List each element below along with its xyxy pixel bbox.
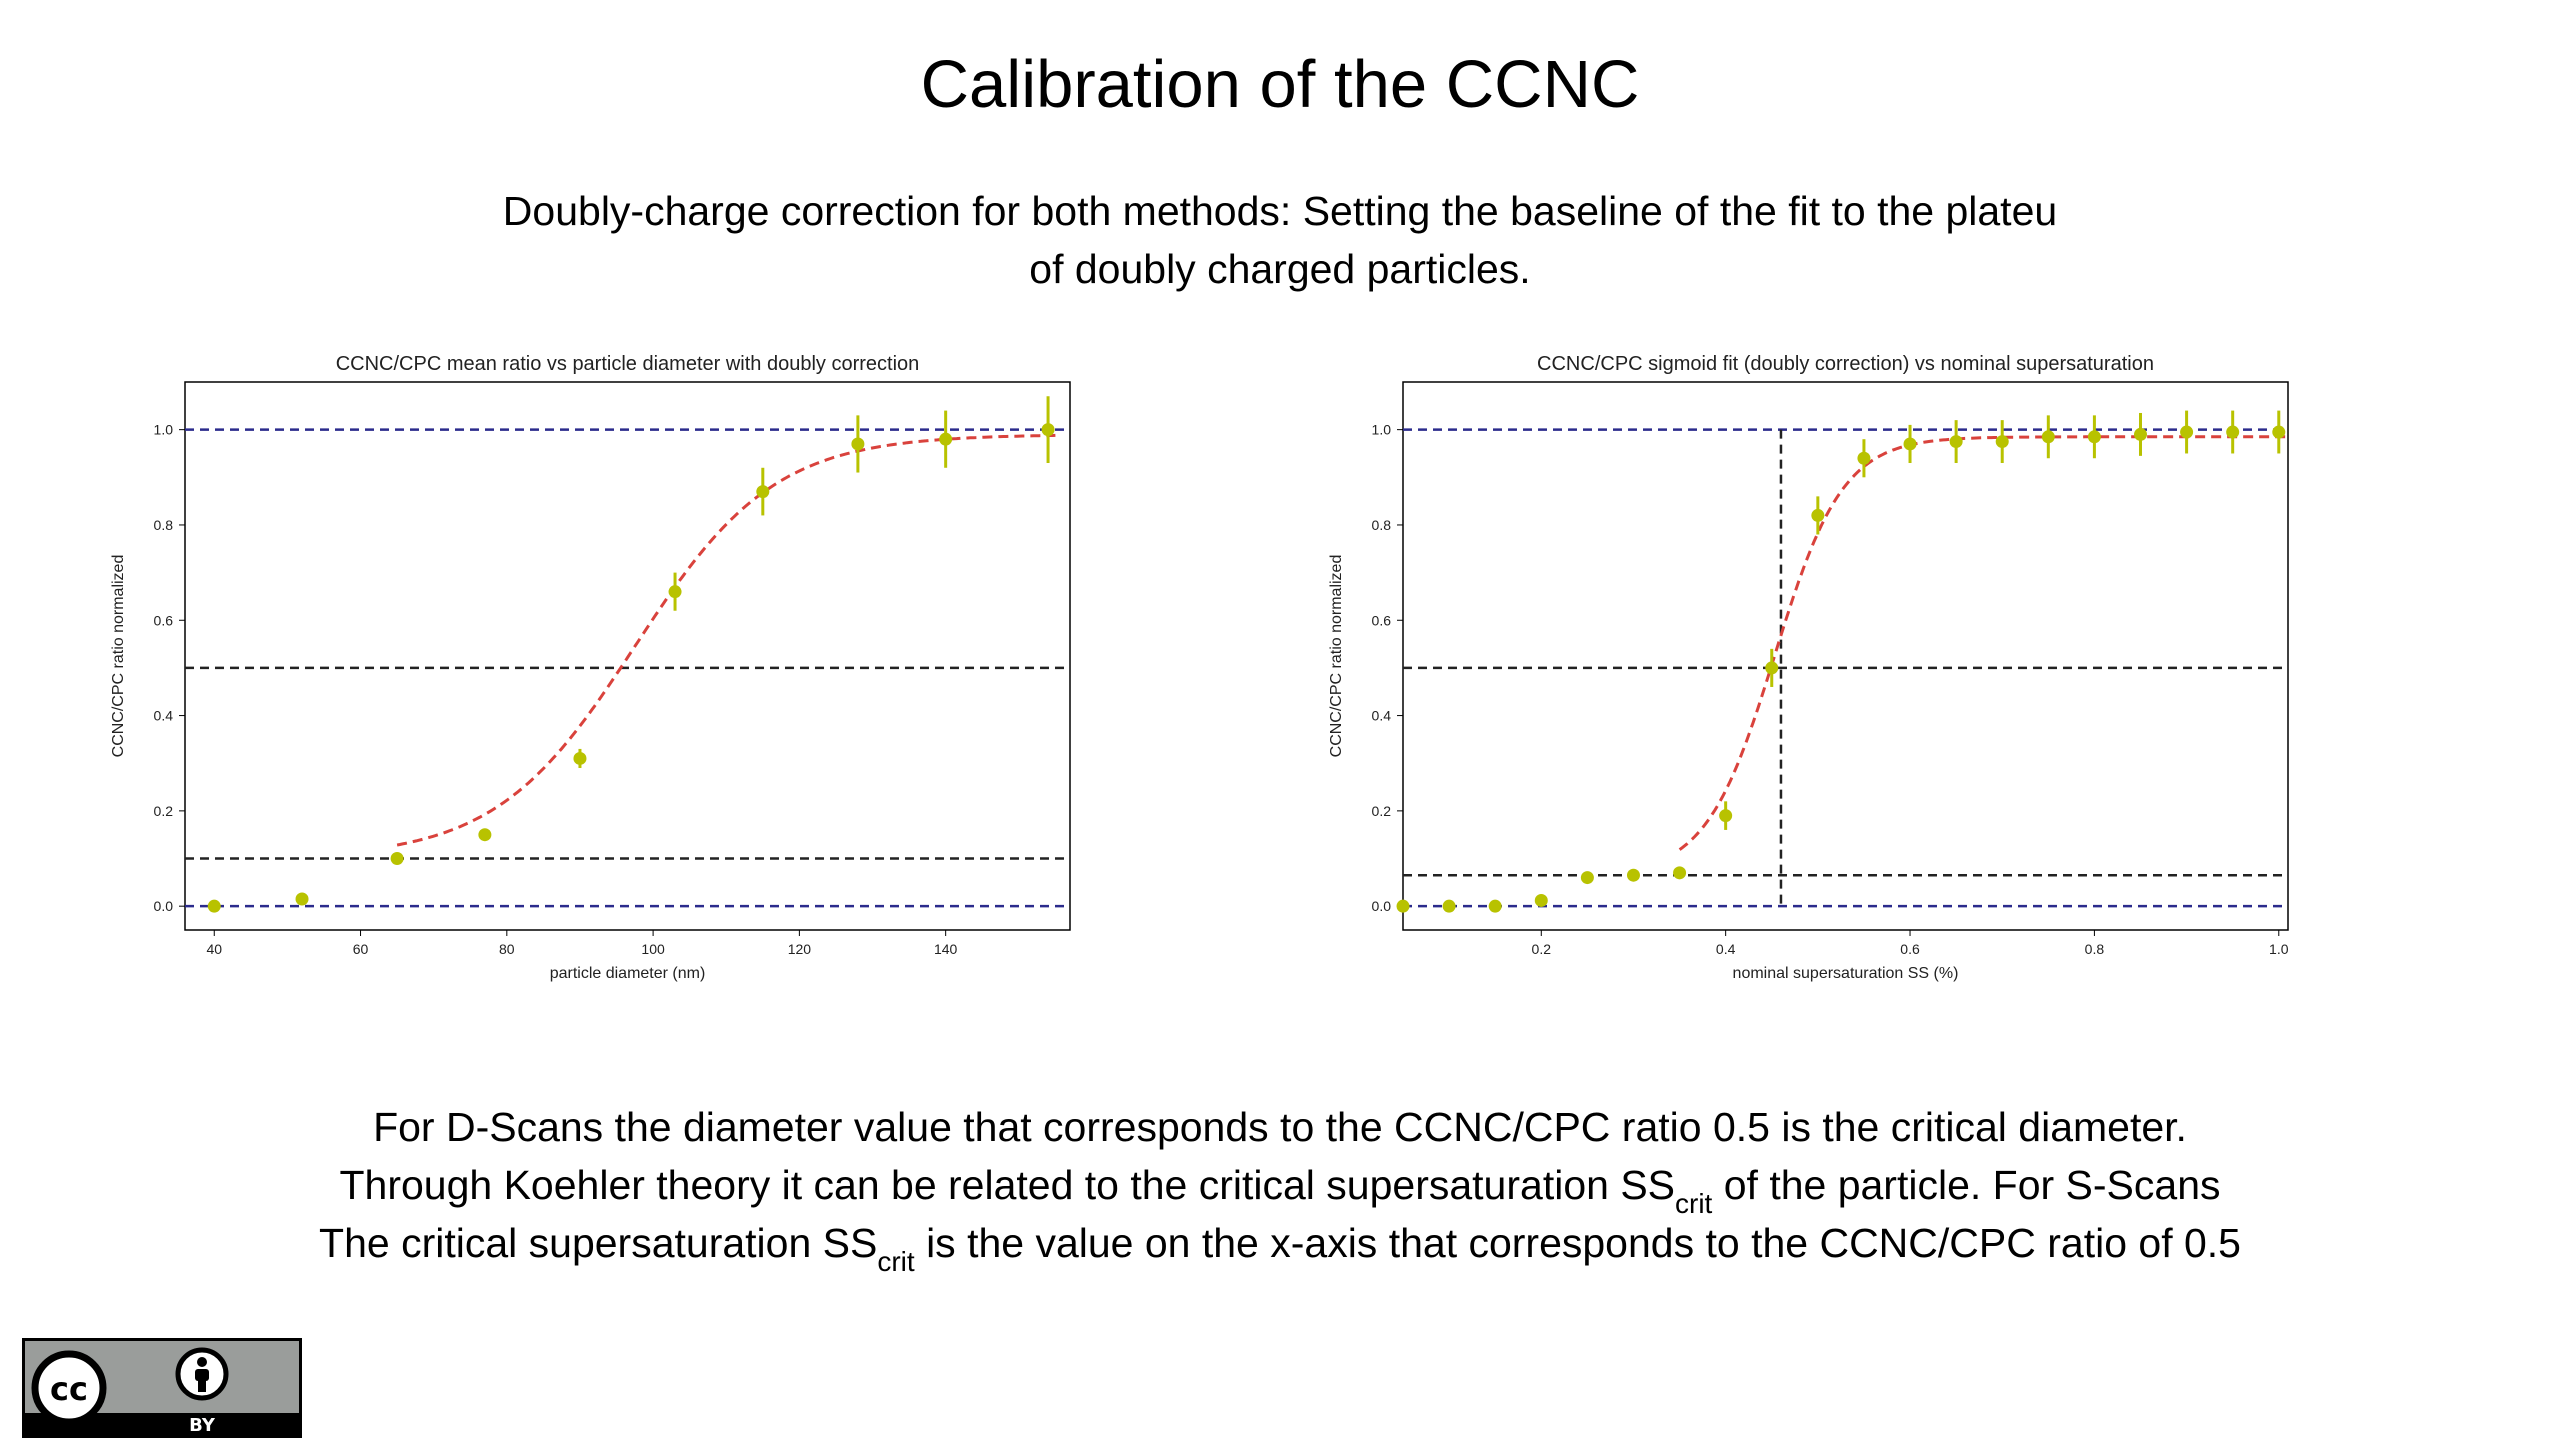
y-tick-label: 1.0 [154,422,174,438]
data-point [2272,425,2286,439]
d-scan-chart: CCNC/CPC mean ratio vs particle diameter… [80,330,1130,1030]
body-line-3-text: The critical supersaturation SS [319,1220,878,1266]
data-point [851,437,865,451]
y-tick-label: 0.8 [154,517,174,533]
data-point [1765,661,1779,675]
data-point [1857,451,1871,465]
y-axis-label: CCNC/CPC ratio normalized [110,555,127,758]
cc-by-license-badge: cc BY [22,1338,302,1438]
attribution-person-icon [175,1347,229,1401]
x-tick-label: 120 [788,941,812,957]
y-tick-label: 0.6 [1372,612,1392,628]
data-point [2226,425,2240,439]
data-point [756,485,770,499]
x-tick-label: 140 [934,941,958,957]
data-point [1041,423,1055,437]
y-axis-label: CCNC/CPC ratio normalized [1328,555,1345,758]
data-point [1626,868,1640,882]
data-point [1534,893,1548,907]
data-point [1949,435,1963,449]
y-tick-label: 1.0 [1372,422,1392,438]
body-line-3-tail: is the value on the x-axis that correspo… [914,1220,2241,1266]
x-axis-label: nominal supersaturation SS (%) [1733,965,1959,982]
body-line-1: For D-Scans the diameter value that corr… [373,1104,2187,1150]
x-tick-label: 40 [206,941,222,957]
y-tick-label: 0.8 [1372,517,1392,533]
data-point [1442,899,1456,913]
data-point [390,852,404,866]
data-point [478,828,492,842]
x-tick-label: 0.8 [2085,941,2105,957]
svg-text:cc: cc [50,1370,88,1408]
body-line-3: The critical supersaturation SScrit is t… [150,1214,2410,1276]
body-line-2-tail: of the particle. For S-Scans [1712,1162,2221,1208]
data-point [1811,508,1825,522]
data-point [2134,427,2147,441]
data-point [295,892,309,906]
body-line-2-text: Through Koehler theory it can be related… [339,1162,1676,1208]
y-tick-label: 0.0 [154,898,174,914]
y-tick-label: 0.2 [154,803,174,819]
by-label: BY [189,1415,216,1435]
data-point [2041,430,2055,444]
subtitle-line-2: of doubly charged particles. [1029,246,1531,292]
data-point [2087,430,2101,444]
body-line-2: Through Koehler theory it can be related… [150,1156,2410,1218]
data-point [1396,899,1410,913]
ss-crit-subscript: crit [1675,1188,1713,1219]
body-text: For D-Scans the diameter value that corr… [150,1098,2410,1276]
x-tick-label: 1.0 [2269,941,2289,957]
x-tick-label: 80 [499,941,515,957]
cc-icon: cc [31,1350,107,1426]
x-tick-label: 0.6 [1900,941,1920,957]
data-point [1673,866,1687,880]
chart-svg: CCNC/CPC sigmoid fit (doubly correction)… [1328,353,2289,982]
slide-title: Calibration of the CCNC [920,47,1640,122]
y-tick-label: 0.4 [154,708,174,724]
chart-svg: CCNC/CPC mean ratio vs particle diameter… [110,353,1071,982]
subtitle: Doubly-charge correction for both method… [330,182,2230,298]
data-point [1995,435,2009,449]
data-point [668,585,682,599]
chart-title: CCNC/CPC sigmoid fit (doubly correction)… [1537,353,2154,375]
y-tick-label: 0.4 [1372,708,1392,724]
y-tick-label: 0.0 [1372,898,1392,914]
data-point [1719,809,1733,823]
data-point [1903,437,1917,451]
x-tick-label: 100 [641,941,665,957]
x-tick-label: 0.2 [1532,941,1552,957]
data-point [939,432,953,446]
sigmoid-fit-line [396,433,1056,847]
data-point [2180,425,2194,439]
data-point [207,899,221,913]
data-point [573,751,587,765]
data-point [1580,871,1594,885]
x-axis-label: particle diameter (nm) [550,965,706,982]
plot-frame [1402,381,2289,931]
ss-crit-subscript: crit [877,1246,915,1277]
chart-title: CCNC/CPC mean ratio vs particle diameter… [336,353,920,375]
subtitle-line-1: Doubly-charge correction for both method… [502,188,2058,234]
y-tick-label: 0.2 [1372,803,1392,819]
x-tick-label: 0.4 [1716,941,1736,957]
data-point [1488,899,1502,913]
x-tick-label: 60 [353,941,369,957]
y-tick-label: 0.6 [154,612,174,628]
s-scan-chart: CCNC/CPC sigmoid fit (doubly correction)… [1298,330,2348,1030]
